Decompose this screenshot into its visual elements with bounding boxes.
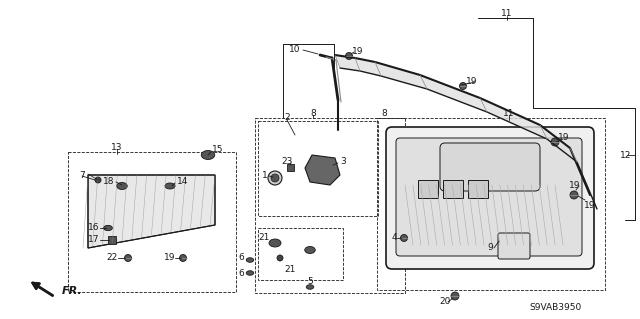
Text: 9: 9	[487, 243, 493, 253]
Text: 19: 19	[558, 133, 570, 143]
Text: 11: 11	[503, 108, 515, 117]
Text: 6: 6	[238, 254, 244, 263]
Polygon shape	[88, 175, 215, 248]
Bar	[108, 236, 116, 244]
Text: 19: 19	[352, 48, 364, 56]
Circle shape	[570, 191, 578, 199]
Bar	[68, 152, 236, 292]
Bar	[443, 180, 463, 198]
Circle shape	[95, 177, 101, 183]
Text: 2: 2	[284, 114, 290, 122]
Text: 23: 23	[282, 158, 292, 167]
Circle shape	[271, 174, 279, 182]
Circle shape	[451, 292, 459, 300]
Text: 22: 22	[106, 254, 118, 263]
Text: 16: 16	[88, 224, 100, 233]
Bar	[258, 121, 378, 216]
Text: 21: 21	[284, 265, 296, 275]
Text: S9VAB3950: S9VAB3950	[530, 302, 582, 311]
Text: 10: 10	[289, 46, 301, 55]
Text: 19: 19	[467, 78, 477, 86]
Circle shape	[277, 255, 283, 261]
Text: 14: 14	[177, 177, 189, 187]
Text: 1: 1	[262, 172, 268, 181]
FancyBboxPatch shape	[386, 127, 594, 269]
Bar	[255, 118, 405, 293]
Bar	[287, 164, 294, 170]
Circle shape	[346, 53, 353, 60]
Polygon shape	[335, 55, 597, 209]
Text: 13: 13	[111, 143, 123, 152]
Circle shape	[179, 255, 186, 262]
FancyBboxPatch shape	[440, 143, 540, 191]
FancyBboxPatch shape	[396, 138, 582, 256]
Text: 11: 11	[501, 10, 513, 19]
Text: 7: 7	[79, 172, 85, 181]
Text: 21: 21	[259, 233, 269, 241]
Text: 19: 19	[569, 182, 580, 190]
Text: FR.: FR.	[61, 286, 83, 296]
Text: 18: 18	[103, 177, 115, 187]
Circle shape	[401, 234, 408, 241]
Text: 6: 6	[238, 269, 244, 278]
FancyBboxPatch shape	[498, 233, 530, 259]
Circle shape	[268, 171, 282, 185]
Bar	[468, 180, 488, 198]
Circle shape	[460, 83, 467, 90]
Ellipse shape	[269, 239, 281, 247]
Text: 5: 5	[307, 277, 313, 286]
Text: 8: 8	[310, 108, 316, 117]
Text: 17: 17	[88, 235, 100, 244]
Text: 15: 15	[212, 145, 224, 153]
Ellipse shape	[165, 183, 175, 189]
Polygon shape	[305, 155, 340, 185]
Text: 20: 20	[439, 298, 451, 307]
Bar	[258, 228, 343, 280]
Ellipse shape	[104, 226, 113, 231]
Text: 19: 19	[584, 201, 596, 210]
Ellipse shape	[246, 271, 253, 275]
Circle shape	[125, 255, 131, 262]
Ellipse shape	[246, 258, 253, 262]
Text: 4: 4	[391, 234, 397, 242]
Circle shape	[551, 138, 559, 146]
Text: 12: 12	[620, 151, 632, 160]
Ellipse shape	[305, 247, 316, 254]
Bar	[377, 118, 605, 290]
Text: 8: 8	[381, 108, 387, 117]
Text: 19: 19	[164, 254, 176, 263]
Text: 3: 3	[340, 158, 346, 167]
Ellipse shape	[307, 285, 314, 289]
Ellipse shape	[201, 151, 215, 160]
Ellipse shape	[116, 182, 127, 189]
Bar	[418, 180, 438, 198]
